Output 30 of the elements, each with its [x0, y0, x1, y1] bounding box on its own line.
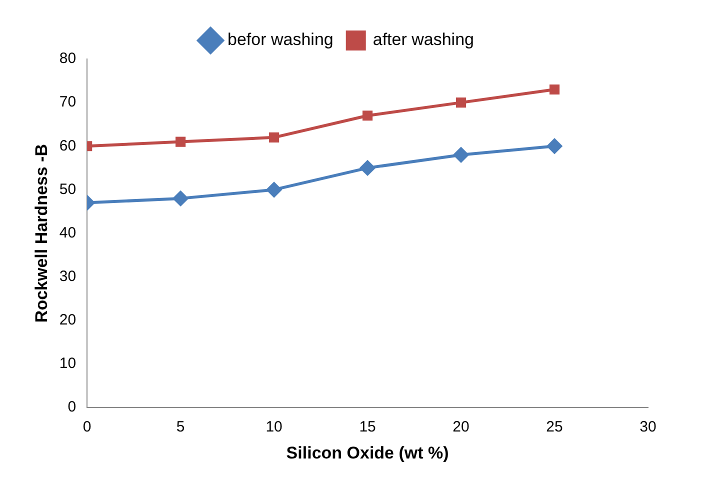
point [456, 98, 466, 108]
y-tick-label: 30 [59, 268, 76, 286]
x-tick-label: 10 [266, 418, 282, 436]
point [269, 132, 280, 142]
legend-label: befor washing [228, 30, 334, 50]
x-tick-label: 5 [176, 418, 185, 436]
y-tick-label: 60 [59, 137, 76, 154]
point [266, 182, 282, 198]
x-tick-label: 20 [452, 418, 470, 436]
y-axis-title: Rockwell Hardness -B [32, 144, 51, 323]
point [362, 110, 373, 121]
point [454, 147, 469, 162]
point [360, 160, 376, 176]
y-tick-label: 0 [68, 398, 76, 416]
y-tick-label: 80 [59, 50, 76, 68]
y-tick-label: 50 [59, 180, 76, 198]
y-tick-label: 20 [59, 312, 76, 329]
point [547, 138, 562, 154]
x-tick-label: 15 [359, 418, 376, 436]
x-tick-label: 25 [546, 418, 563, 436]
legend-label: after washing [372, 30, 474, 50]
y-tick-label: 70 [59, 94, 76, 111]
point [173, 190, 188, 206]
point [549, 84, 560, 95]
x-axis-title: Silicon Oxide (wt %) [286, 443, 449, 462]
x-tick-label: 0 [82, 418, 92, 436]
y-tick-label: 10 [59, 355, 76, 372]
y-tick-label: 40 [59, 224, 76, 242]
x-tick-label: 30 [640, 418, 656, 436]
point [176, 136, 186, 147]
